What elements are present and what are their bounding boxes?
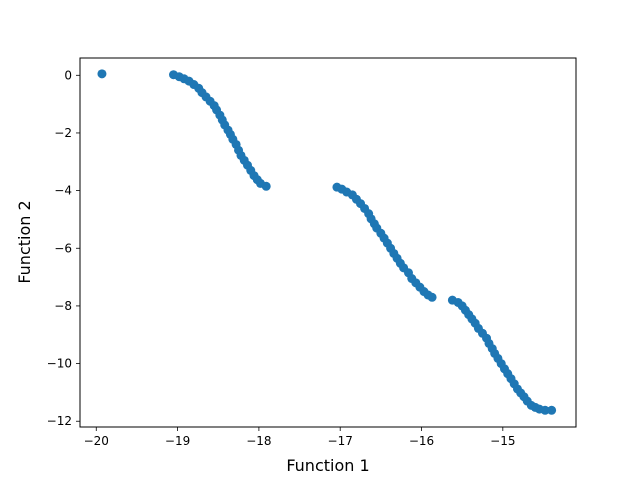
scatter-point — [261, 181, 271, 191]
y-tick-label: −4 — [54, 184, 72, 198]
y-axis-ticks: 0 −2 −4 −6 −8 −10 −12 — [47, 68, 80, 428]
y-tick-label: −10 — [47, 357, 72, 371]
x-axis-ticks: −20 −19 −18 −17 −16 −15 — [84, 427, 515, 448]
x-tick-label: −19 — [165, 434, 190, 448]
data-points — [97, 69, 557, 415]
x-tick-label: −15 — [490, 434, 515, 448]
scatter-point — [97, 69, 107, 79]
scatter-point — [427, 292, 437, 302]
x-tick-label: −17 — [328, 434, 353, 448]
x-tick-label: −16 — [409, 434, 434, 448]
y-tick-label: −12 — [47, 414, 72, 428]
x-tick-label: −18 — [246, 434, 271, 448]
scatter-point — [540, 405, 550, 415]
y-tick-label: −8 — [54, 299, 72, 313]
y-tick-label: −2 — [54, 126, 72, 140]
x-tick-label: −20 — [84, 434, 109, 448]
x-axis-label: Function 1 — [286, 456, 369, 475]
plot-frame — [79, 57, 577, 428]
y-tick-label: −6 — [54, 241, 72, 255]
y-axis-label: Function 2 — [15, 200, 34, 283]
y-tick-label: 0 — [64, 68, 72, 82]
plot-area — [80, 58, 576, 427]
scatter-point — [547, 405, 557, 415]
